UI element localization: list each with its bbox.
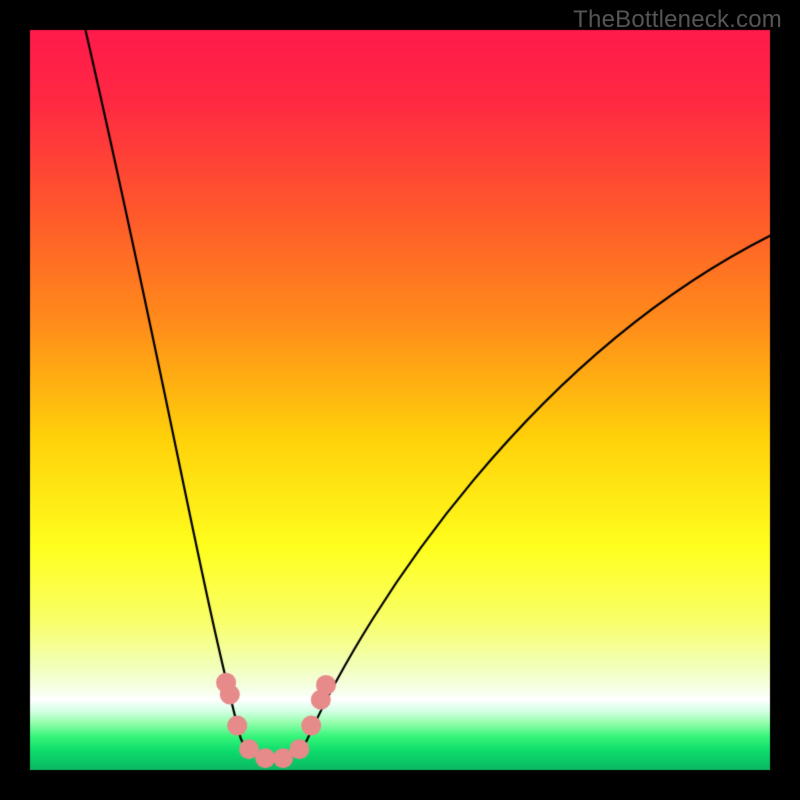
chart-stage: TheBottleneck.com [0, 0, 800, 800]
bottleneck-chart [0, 0, 800, 800]
